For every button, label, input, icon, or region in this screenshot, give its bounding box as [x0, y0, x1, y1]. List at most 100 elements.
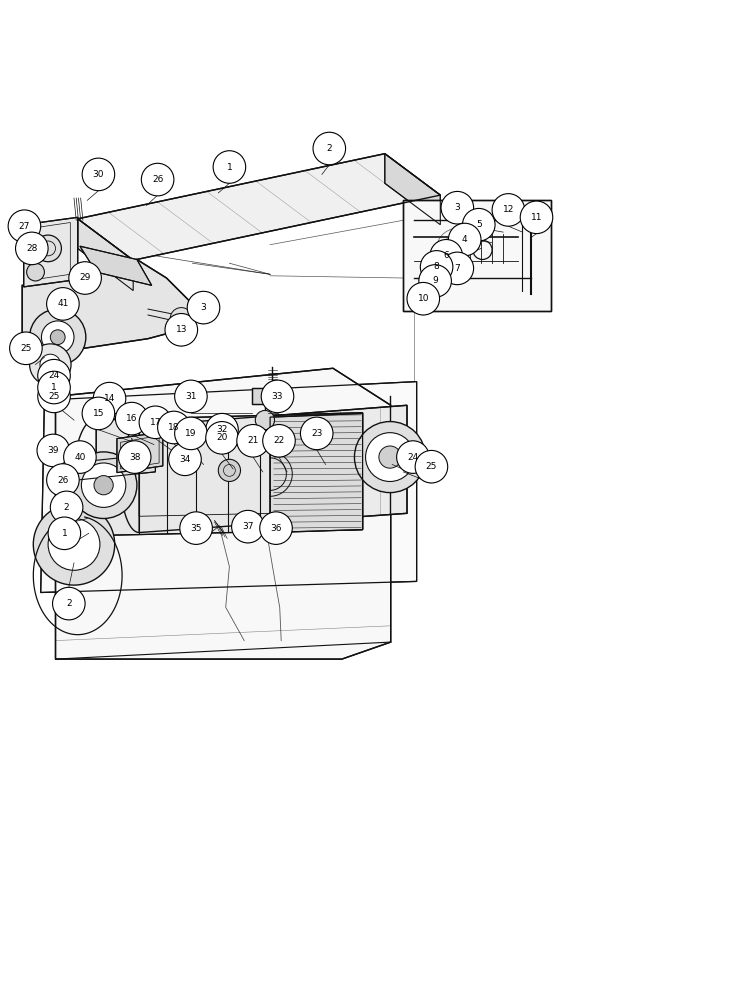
Text: 2: 2: [66, 599, 72, 608]
Polygon shape: [70, 454, 155, 481]
Circle shape: [33, 504, 115, 585]
Circle shape: [40, 354, 61, 375]
Text: 17: 17: [149, 418, 161, 427]
Circle shape: [407, 282, 440, 315]
Circle shape: [354, 422, 425, 493]
Text: 24: 24: [48, 371, 60, 380]
Polygon shape: [403, 200, 551, 311]
Circle shape: [379, 446, 401, 468]
Polygon shape: [270, 413, 363, 533]
Text: 39: 39: [47, 446, 59, 455]
Circle shape: [187, 291, 220, 324]
Circle shape: [366, 433, 414, 481]
Text: 35: 35: [190, 524, 202, 533]
Text: 29: 29: [79, 273, 91, 282]
Circle shape: [82, 397, 115, 430]
Circle shape: [397, 441, 429, 473]
Circle shape: [82, 158, 115, 191]
Text: 31: 31: [185, 392, 197, 401]
Circle shape: [38, 371, 70, 404]
Polygon shape: [117, 432, 163, 473]
Text: 25: 25: [20, 344, 32, 353]
Text: 25: 25: [425, 462, 437, 471]
Text: 3: 3: [454, 203, 460, 212]
Circle shape: [53, 587, 85, 620]
Circle shape: [47, 288, 79, 320]
Text: 12: 12: [502, 205, 514, 214]
Circle shape: [175, 380, 207, 413]
Text: 15: 15: [92, 409, 104, 418]
Text: 2: 2: [64, 503, 70, 512]
Text: 25: 25: [48, 392, 60, 401]
Text: 11: 11: [531, 213, 542, 222]
Text: 34: 34: [179, 455, 191, 464]
Circle shape: [69, 262, 101, 294]
Circle shape: [38, 359, 70, 392]
Circle shape: [263, 425, 295, 457]
Circle shape: [169, 443, 201, 476]
Text: 9: 9: [432, 276, 438, 285]
Circle shape: [300, 417, 333, 450]
Circle shape: [10, 332, 42, 365]
Circle shape: [237, 425, 269, 457]
Circle shape: [64, 441, 96, 473]
Text: 7: 7: [454, 264, 460, 273]
Circle shape: [50, 491, 83, 524]
Text: 24: 24: [407, 453, 419, 462]
Text: 36: 36: [270, 524, 282, 533]
Text: 41: 41: [57, 299, 69, 308]
Circle shape: [206, 422, 238, 454]
Text: 28: 28: [26, 244, 38, 253]
Circle shape: [430, 240, 462, 272]
Polygon shape: [96, 413, 363, 536]
Circle shape: [313, 132, 346, 165]
Text: 30: 30: [92, 170, 104, 179]
Text: 14: 14: [104, 394, 115, 403]
Circle shape: [441, 191, 474, 224]
Circle shape: [492, 194, 525, 226]
Text: 1: 1: [226, 162, 232, 172]
Circle shape: [27, 263, 44, 281]
Text: 1: 1: [61, 529, 67, 538]
Text: 8: 8: [434, 262, 440, 271]
Circle shape: [206, 413, 238, 446]
Text: 26: 26: [57, 476, 69, 485]
Polygon shape: [385, 154, 440, 225]
Text: 26: 26: [152, 175, 164, 184]
Circle shape: [261, 380, 294, 413]
Text: 21: 21: [247, 436, 259, 445]
Circle shape: [37, 434, 70, 467]
Circle shape: [170, 308, 192, 330]
Polygon shape: [78, 219, 133, 291]
Text: 40: 40: [74, 453, 86, 462]
Text: 13: 13: [175, 325, 187, 334]
Circle shape: [175, 417, 207, 450]
Circle shape: [50, 330, 65, 345]
Circle shape: [118, 441, 151, 473]
Polygon shape: [24, 217, 78, 287]
Text: 5: 5: [476, 220, 482, 229]
Text: 4: 4: [462, 235, 468, 244]
Circle shape: [70, 452, 137, 519]
Circle shape: [260, 512, 292, 544]
Polygon shape: [41, 382, 417, 592]
Circle shape: [30, 309, 86, 365]
Circle shape: [139, 406, 172, 439]
Circle shape: [213, 151, 246, 183]
Polygon shape: [80, 246, 152, 285]
Text: 23: 23: [311, 429, 323, 438]
Circle shape: [38, 380, 70, 413]
Polygon shape: [252, 388, 280, 404]
Circle shape: [165, 314, 198, 346]
Circle shape: [218, 459, 240, 482]
Circle shape: [180, 512, 212, 544]
Circle shape: [255, 410, 275, 430]
Text: 6: 6: [443, 251, 449, 260]
Circle shape: [81, 463, 126, 507]
Polygon shape: [22, 259, 192, 352]
Circle shape: [48, 517, 81, 550]
Circle shape: [232, 510, 264, 543]
Text: 2: 2: [326, 144, 332, 153]
Text: 27: 27: [18, 222, 30, 231]
Circle shape: [41, 321, 74, 353]
